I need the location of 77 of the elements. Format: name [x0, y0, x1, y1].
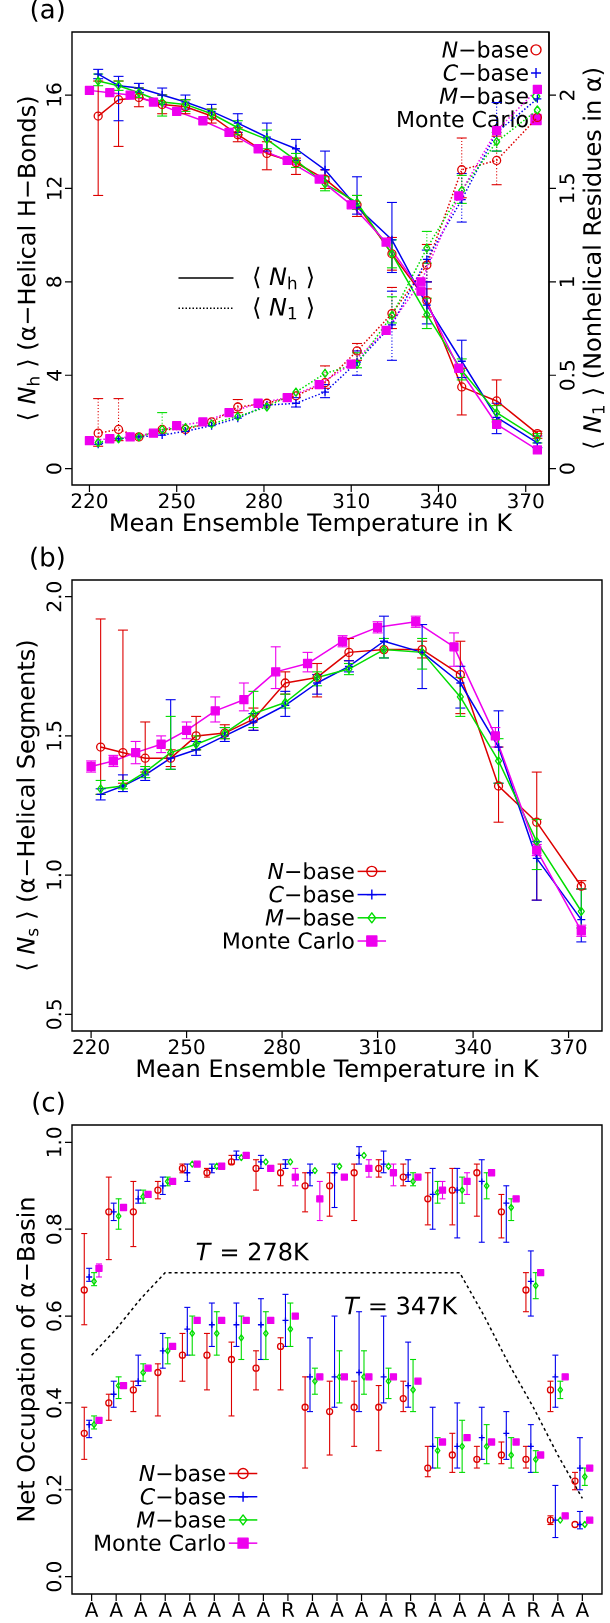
x-tick-label: 370 — [551, 1039, 587, 1055]
x-tick-label: A — [134, 1602, 148, 1617]
x-tick-label: 280 — [264, 1039, 300, 1055]
legend-label: C−base — [269, 885, 354, 903]
legend-label: Monte Carlo — [398, 110, 528, 128]
y-tick-label: 0.4 — [46, 1388, 62, 1418]
x-tick-label: A — [232, 1602, 246, 1617]
y2-tick-label: 1.5 — [559, 174, 575, 203]
y2-tick-label: 0.5 — [559, 361, 575, 390]
x-tick-label: A — [477, 1602, 491, 1617]
x-tick-label: 310 — [360, 1039, 396, 1055]
legend-label: Monte Carlo — [95, 1534, 225, 1552]
y-tick-label: 1.0 — [46, 860, 62, 889]
legend-label: M−base — [439, 87, 528, 105]
legend-label: N−base — [442, 40, 528, 58]
y2-axis-title: ⟨ N$_{1}$ ⟩ (Nonhelical Residues in α) — [582, 69, 605, 448]
y-tick-label: 8 — [46, 276, 62, 287]
y2-tick-label: 1 — [559, 277, 575, 287]
y-tick-label: 0.0 — [46, 1562, 62, 1592]
annotation: ⟨ N$_{h}$ ⟩ — [254, 266, 313, 290]
y2-tick-label: 0 — [559, 463, 575, 474]
x-tick-label: R — [528, 1602, 540, 1617]
x-tick-label: A — [158, 1602, 172, 1617]
legend-label: N−base — [139, 1464, 225, 1482]
y-axis-title: Net Occupation of α−Basin — [16, 1198, 40, 1521]
x-tick-label: A — [207, 1602, 221, 1617]
x-tick-label: A — [354, 1602, 369, 1617]
y-tick-label: 0.2 — [46, 1475, 62, 1505]
x-tick-label: A — [109, 1602, 123, 1617]
x-tick-label: 220 — [71, 493, 108, 509]
x-axis-title: Mean Ensemble Temperature in K — [137, 1058, 540, 1083]
annotation: ⟨ N$_{1}$ ⟩ — [254, 297, 313, 320]
y-tick-label: 1.5 — [46, 721, 62, 750]
y-tick-label: 16 — [46, 83, 62, 106]
x-tick-label: 220 — [73, 1039, 109, 1055]
x-tick-label: A — [330, 1602, 344, 1617]
chart-title: (b) — [31, 546, 64, 570]
y-axis-title: ⟨ N$_{s}$ ⟩ (α−Helical Segments) — [16, 641, 40, 970]
legend-label: N−base — [268, 862, 354, 880]
y-tick-label: 0.5 — [46, 1000, 62, 1029]
y-tick-label: 0 — [46, 463, 62, 474]
x-tick-label: 280 — [246, 493, 282, 509]
x-axis-title: Mean Ensemble Temperature in K — [111, 512, 513, 537]
x-tick-label: A — [428, 1602, 442, 1617]
x-tick-label: R — [282, 1602, 295, 1617]
x-tick-label: A — [575, 1602, 590, 1617]
y-tick-label: 2.0 — [46, 582, 62, 612]
y-tick-label: 12 — [46, 177, 62, 199]
x-tick-label: 250 — [168, 1039, 205, 1055]
x-tick-label: 340 — [455, 1039, 491, 1055]
chart-title: (c) — [33, 1091, 64, 1115]
x-tick-label: A — [379, 1602, 393, 1617]
x-tick-label: R — [405, 1602, 417, 1617]
x-tick-label: A — [256, 1602, 271, 1617]
legend-label: C−base — [443, 63, 528, 81]
x-tick-label: A — [453, 1602, 467, 1617]
legend-label: Monte Carlo — [224, 931, 354, 949]
legend-label: C−base — [140, 1487, 225, 1505]
x-tick-label: A — [502, 1602, 516, 1617]
x-tick-label: A — [551, 1602, 565, 1617]
y-tick-label: 1.0 — [46, 1127, 62, 1157]
y-axis-title: ⟨ N$_{h}$ ⟩ (α−Helical H−Bonds) — [17, 97, 40, 420]
x-tick-label: 250 — [159, 493, 195, 509]
x-tick-label: 340 — [420, 493, 457, 509]
y2-tick-label: 2 — [559, 90, 575, 100]
x-tick-label: 310 — [333, 493, 369, 509]
y-tick-label: 0.6 — [46, 1301, 62, 1331]
annotation: T = 347K — [345, 1296, 458, 1315]
y-tick-label: 0.8 — [46, 1214, 62, 1244]
x-tick-label: A — [183, 1602, 197, 1617]
legend-label: M−base — [265, 908, 354, 926]
legend-label: M−base — [136, 1510, 225, 1528]
x-tick-label: A — [84, 1602, 99, 1617]
x-tick-label: 370 — [508, 493, 544, 509]
x-tick-label: A — [305, 1602, 320, 1617]
y-tick-label: 4 — [46, 370, 62, 381]
annotation: T = 278K — [196, 1242, 310, 1261]
